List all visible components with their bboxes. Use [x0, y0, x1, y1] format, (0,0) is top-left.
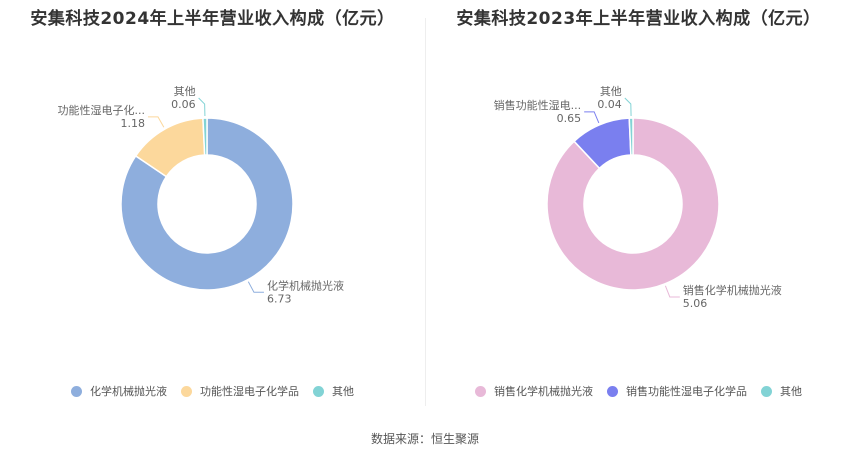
legend-label: 功能性湿电子化学品 [200, 385, 299, 398]
slice-label: 销售功能性湿电... [494, 98, 582, 112]
leader-line [198, 97, 206, 117]
legend-item[interactable]: 其他 [313, 383, 354, 399]
donut-slice[interactable] [202, 117, 208, 156]
legend-label: 其他 [332, 385, 354, 398]
legend-dot-icon [475, 385, 486, 397]
legend-label: 销售化学机械抛光液 [494, 385, 593, 398]
legend: 化学机械抛光液 功能性湿电子化学品 其他 [0, 383, 425, 399]
chart-title: 安集科技2023年上半年营业收入构成（亿元） [456, 9, 821, 29]
legend-item[interactable]: 销售功能性湿电子化学品 [607, 383, 747, 399]
leader-line [584, 111, 600, 124]
leader-line [664, 285, 680, 298]
panel-divider [425, 18, 426, 406]
slice-label: 销售化学机械抛光液 [683, 283, 782, 297]
slice-label: 化学机械抛光液 [267, 278, 344, 292]
legend-dot-icon [313, 385, 324, 397]
legend-label: 化学机械抛光液 [90, 385, 167, 398]
leader-line [247, 281, 264, 293]
legend-item[interactable]: 销售化学机械抛光液 [475, 383, 593, 399]
legend: 销售化学机械抛光液 销售功能性湿电子化学品 其他 [426, 383, 850, 399]
slice-value-label: 6.73 [267, 292, 292, 305]
legend-dot-icon [181, 385, 192, 397]
donut-slice[interactable] [546, 117, 720, 291]
legend-item[interactable]: 化学机械抛光液 [71, 383, 167, 399]
legend-dot-icon [71, 385, 82, 397]
slice-label: 其他 [174, 85, 196, 98]
data-source-note: 数据来源：恒生聚源 [370, 432, 479, 446]
legend-label: 销售功能性湿电子化学品 [626, 385, 747, 398]
legend-item[interactable]: 功能性湿电子化学品 [181, 383, 299, 399]
donut-slice[interactable] [628, 117, 634, 156]
leader-line [147, 116, 165, 128]
legend-label: 其他 [780, 385, 802, 398]
slice-value-label: 1.18 [120, 117, 145, 130]
chart-panel-2023: 安集科技2023年上半年营业收入构成（亿元） 销售化学机械抛光液 5.06 销售功能… [426, 0, 850, 410]
slice-value-label: 0.04 [597, 98, 622, 111]
slice-label: 功能性湿电子化... [57, 103, 145, 117]
legend-dot-icon [761, 385, 772, 397]
leader-line [624, 97, 632, 117]
slice-value-label: 0.65 [557, 112, 582, 125]
donut-slice[interactable] [120, 117, 294, 291]
slice-value-label: 0.06 [171, 98, 196, 111]
legend-dot-icon [607, 385, 618, 397]
slice-label: 其他 [600, 85, 622, 98]
chart-title: 安集科技2024年上半年营业收入构成（亿元） [30, 9, 395, 29]
chart-panel-2024: 安集科技2024年上半年营业收入构成（亿元） 化学机械抛光液 6.73 功能性湿电子… [0, 0, 425, 410]
slice-value-label: 5.06 [683, 297, 708, 310]
legend-item[interactable]: 其他 [761, 383, 802, 399]
